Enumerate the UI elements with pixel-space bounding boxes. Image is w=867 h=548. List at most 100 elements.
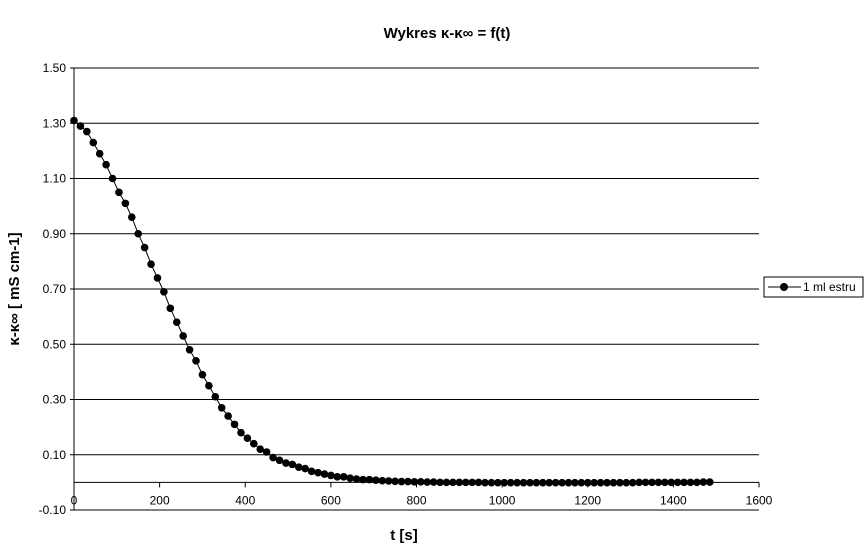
legend: 1 ml estru xyxy=(763,276,864,298)
data-point xyxy=(211,392,220,401)
data-point xyxy=(590,478,598,487)
data-point xyxy=(185,345,194,354)
data-point xyxy=(680,478,688,487)
data-point xyxy=(70,116,78,125)
y-tick-label: 0.70 xyxy=(43,282,67,296)
data-point xyxy=(262,448,271,456)
data-point xyxy=(609,478,618,487)
data-point xyxy=(532,478,541,487)
data-point xyxy=(551,478,560,487)
x-tick-label: 0 xyxy=(71,493,78,507)
x-tick-label: 1000 xyxy=(489,493,516,507)
data-point xyxy=(237,428,245,437)
data-point xyxy=(301,464,309,473)
data-point xyxy=(616,478,624,487)
data-point xyxy=(603,478,611,487)
data-point xyxy=(481,478,489,487)
data-point xyxy=(327,471,335,480)
data-point xyxy=(705,478,714,486)
x-tick-label: 1400 xyxy=(660,493,687,507)
data-point xyxy=(461,478,470,487)
x-tick-label: 800 xyxy=(406,493,426,507)
x-tick-label: 600 xyxy=(321,493,341,507)
data-point xyxy=(346,474,354,483)
legend-box xyxy=(763,276,864,298)
data-point xyxy=(538,478,547,487)
data-point xyxy=(628,478,637,487)
data-point xyxy=(115,188,123,197)
data-point xyxy=(583,478,592,487)
data-point xyxy=(404,477,412,486)
data-point xyxy=(256,445,265,454)
data-point xyxy=(365,475,374,484)
data-point xyxy=(147,260,155,268)
data-point xyxy=(121,199,130,208)
data-point xyxy=(391,477,399,486)
data-point xyxy=(513,478,521,487)
data-point xyxy=(577,478,586,487)
data-point xyxy=(673,478,682,487)
data-point xyxy=(699,478,708,486)
data-point xyxy=(217,403,226,412)
data-point xyxy=(198,370,207,379)
data-point xyxy=(140,243,149,252)
data-point xyxy=(288,460,297,469)
y-axis-title: κ-κ∞ [ mS cm-1] xyxy=(6,232,23,345)
data-point xyxy=(127,213,136,221)
data-point xyxy=(622,478,631,487)
y-tick-label: 0.50 xyxy=(43,337,67,351)
data-point xyxy=(243,434,252,442)
y-tick-labels: -0.10 0.10 0.30 0.50 0.70 0.90 1.10 1.30 1.50 xyxy=(39,61,67,517)
data-point xyxy=(635,478,643,487)
y-tick-label: -0.10 xyxy=(39,503,67,517)
data-point xyxy=(95,149,104,158)
data-point xyxy=(314,468,322,477)
data-point xyxy=(416,478,425,486)
data-point xyxy=(436,478,444,487)
x-tick-label: 1200 xyxy=(574,493,601,507)
data-point xyxy=(558,478,566,487)
data-point xyxy=(320,470,329,478)
data-point xyxy=(224,412,232,420)
data-point xyxy=(661,478,669,487)
data-series xyxy=(70,116,714,487)
data-point xyxy=(102,160,110,169)
x-tick-label: 200 xyxy=(150,493,170,507)
data-point xyxy=(506,478,515,487)
data-point xyxy=(282,459,290,467)
data-point xyxy=(442,478,451,487)
data-point xyxy=(108,174,117,183)
data-point xyxy=(333,473,342,481)
data-point xyxy=(564,478,573,487)
data-point xyxy=(693,478,701,487)
data-point xyxy=(449,478,457,487)
legend-label: 1 ml estru xyxy=(803,280,856,294)
data-point xyxy=(294,463,303,471)
data-point xyxy=(172,318,181,326)
data-point xyxy=(384,477,393,485)
data-point xyxy=(372,476,380,484)
data-point xyxy=(455,478,464,487)
data-point xyxy=(89,138,98,147)
data-point xyxy=(397,477,406,486)
data-point xyxy=(160,287,168,296)
data-point xyxy=(500,478,509,487)
data-point xyxy=(519,478,528,487)
data-point xyxy=(648,478,656,487)
data-point xyxy=(641,478,650,487)
data-point xyxy=(166,304,175,313)
data-point xyxy=(339,473,348,481)
data-point xyxy=(352,475,361,483)
data-point xyxy=(192,357,200,365)
data-point xyxy=(654,478,663,487)
gridlines xyxy=(74,67,759,511)
data-point xyxy=(545,478,554,487)
data-point xyxy=(494,478,502,487)
data-point xyxy=(423,478,432,486)
data-point xyxy=(571,478,579,487)
x-tick-labels: 0 200 400 600 800 1000 1200 1400 1600 xyxy=(71,493,773,507)
chart-title: Wykres κ-κ∞ = f(t) xyxy=(384,25,511,42)
y-tick-label: 0.30 xyxy=(43,393,67,407)
y-tick-label: 1.10 xyxy=(43,172,67,186)
data-point xyxy=(134,229,143,238)
